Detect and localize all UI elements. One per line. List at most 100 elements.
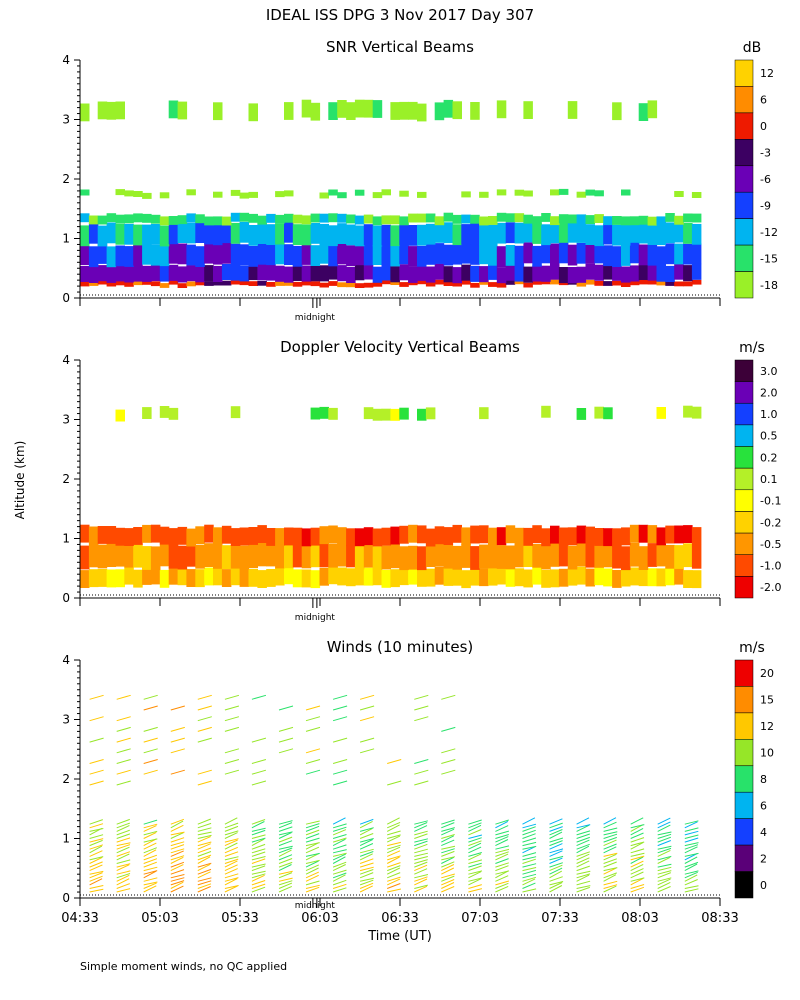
heat-cell: [284, 266, 294, 283]
heat-cell: [399, 243, 409, 265]
heat-cell: [266, 264, 276, 281]
wind-barb: [143, 885, 157, 893]
wind-barb: [495, 858, 509, 864]
wind-barb: [684, 871, 698, 879]
wind-barb: [170, 856, 184, 864]
wind-barb: [468, 884, 482, 889]
heat-cell: [106, 281, 117, 287]
wind-barb: [332, 879, 347, 886]
wind-barb: [224, 877, 239, 882]
wind-barb: [387, 830, 401, 836]
wind-barb: [495, 853, 509, 861]
heat-cell: [691, 243, 702, 265]
wind-barb: [495, 819, 509, 825]
heat-cell: [177, 526, 188, 545]
heat-cell: [656, 216, 666, 226]
wind-barb: [630, 871, 644, 879]
heat-cell: [629, 567, 640, 586]
heat-cell: [505, 222, 516, 244]
wind-barb: [332, 887, 347, 893]
heat-cell: [594, 281, 604, 286]
heat-cell: [417, 568, 427, 587]
wind-barb: [197, 726, 212, 732]
wind-barb: [170, 824, 184, 832]
wind-barb: [495, 836, 509, 843]
heat-cell: [142, 280, 152, 285]
heat-cell: [124, 282, 134, 287]
heat-cell: [328, 566, 338, 585]
wind-barb: [224, 830, 239, 836]
heat-cell: [425, 213, 436, 223]
heat-cell: [292, 543, 303, 568]
heat-cell: [142, 224, 152, 246]
wind-barb: [657, 866, 672, 872]
wind-barb: [170, 850, 184, 857]
wind-barb: [251, 821, 265, 829]
wind-barb: [495, 870, 509, 879]
heat-cell: [186, 244, 196, 266]
colorbar-label: 0.5: [760, 430, 778, 443]
colorbar-label: 20: [760, 667, 774, 680]
colorbar-swatch: [734, 818, 754, 846]
wind-barb: [251, 737, 267, 743]
heat-cell: [425, 281, 436, 287]
colorbar-swatch: [734, 381, 754, 404]
wind-barb: [603, 867, 618, 872]
heat-cell: [248, 281, 258, 286]
heat-cell: [488, 244, 498, 266]
heat-cell: [594, 528, 604, 546]
colorbar-label: 6: [760, 94, 767, 107]
wind-barb: [278, 831, 293, 836]
wind-barb: [359, 694, 375, 700]
wind-barb: [305, 825, 320, 832]
heat-cell: [399, 282, 409, 287]
wind-barb: [170, 769, 185, 775]
heat-cell: [168, 566, 179, 585]
y-tick-label: 0: [62, 291, 70, 305]
wind-barb: [305, 833, 320, 839]
wind-barb: [657, 863, 672, 868]
wind-barb: [522, 873, 537, 879]
wind-barb: [278, 840, 293, 847]
wind-barb: [224, 885, 239, 889]
heat-cell: [567, 101, 578, 119]
heat-cell: [621, 224, 631, 246]
heat-cell: [443, 222, 454, 244]
heat-cell: [363, 567, 374, 586]
heat-cell: [594, 406, 604, 419]
heat-cell: [514, 189, 525, 196]
heat-cell: [257, 223, 267, 244]
wind-barb: [224, 726, 240, 732]
heat-cell: [319, 192, 329, 199]
heat-cell: [142, 243, 152, 265]
wind-barb: [495, 845, 510, 850]
heat-cell: [97, 243, 108, 264]
wind-barb: [116, 716, 131, 722]
heat-cell: [629, 216, 640, 226]
heat-cell: [266, 569, 276, 587]
heat-cell: [204, 216, 214, 226]
wind-barb: [684, 870, 699, 875]
wind-barb: [657, 847, 672, 854]
heat-cell: [647, 216, 658, 226]
plot-area-2: [80, 405, 702, 589]
heat-cell: [434, 526, 445, 545]
wind-barb: [657, 845, 672, 850]
wind-barb: [305, 769, 321, 775]
wind-barb: [468, 852, 482, 857]
heat-cell: [541, 545, 551, 570]
wind-barb: [170, 874, 185, 879]
heat-cell: [310, 543, 321, 568]
heat-cell: [230, 567, 241, 586]
wind-barb: [603, 884, 618, 889]
wind-barb: [251, 886, 266, 893]
heat-cell: [328, 225, 338, 247]
heat-cell: [656, 246, 666, 268]
wind-barb: [414, 838, 429, 843]
wind-barb: [116, 822, 130, 829]
heat-cell: [479, 243, 489, 265]
wind-barb: [116, 883, 130, 889]
wind-barb: [197, 883, 212, 889]
wind-barb: [332, 883, 347, 889]
heat-cell: [629, 524, 640, 543]
